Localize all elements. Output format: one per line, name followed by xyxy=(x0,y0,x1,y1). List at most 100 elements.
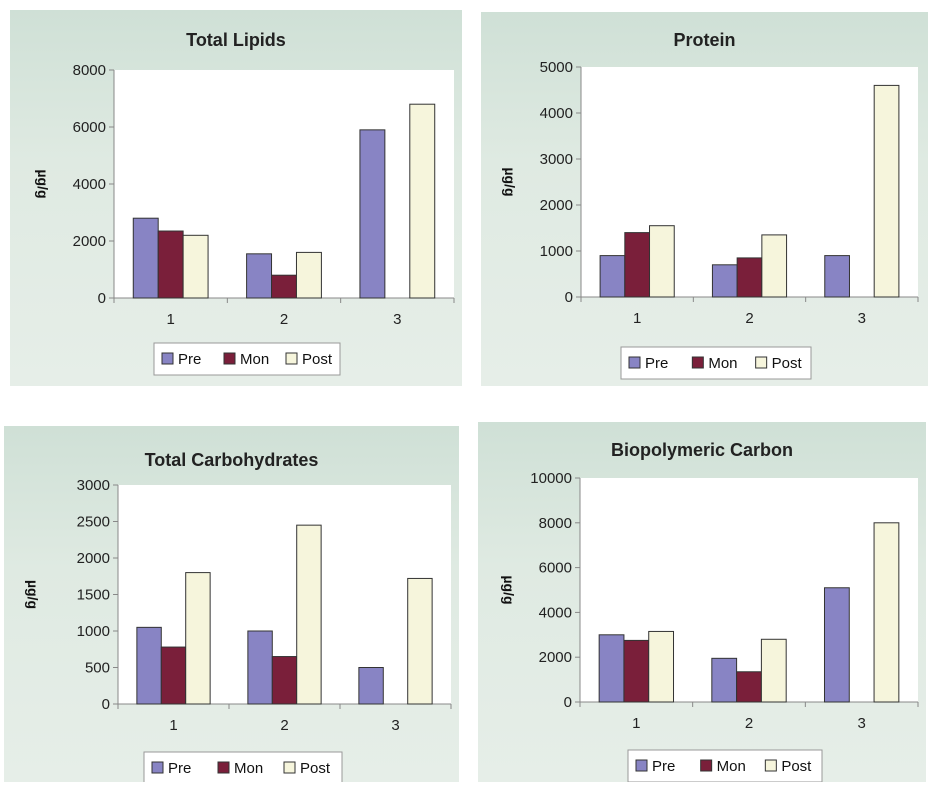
y-tick-label: 0 xyxy=(98,290,106,307)
legend-swatch-post xyxy=(283,761,296,774)
y-tick-label: 0 xyxy=(102,696,110,713)
bar-pre-2 xyxy=(246,253,273,299)
bar-pre-3 xyxy=(359,129,386,299)
y-tick-label: 4000 xyxy=(73,176,106,193)
legend-swatch-pre xyxy=(161,352,174,365)
y-tick-label: 2500 xyxy=(77,514,110,531)
chart-title: Total Carbohydrates xyxy=(145,450,319,470)
bar-pre-1 xyxy=(136,626,162,705)
chart-title: Protein xyxy=(673,30,735,50)
bar-pre-1 xyxy=(599,255,626,298)
bar-mon-1 xyxy=(160,646,187,705)
x-tick-label: 1 xyxy=(169,717,177,734)
legend-swatch-mon xyxy=(223,352,236,365)
legend-label-mon: Mon xyxy=(708,355,737,372)
y-tick-label: 1000 xyxy=(77,623,110,640)
x-tick-label: 3 xyxy=(857,715,865,732)
legend-label-mon: Mon xyxy=(240,351,269,368)
bar-pre-3 xyxy=(358,667,384,705)
bar-mon-1 xyxy=(624,232,651,298)
y-tick-label: 8000 xyxy=(73,62,106,79)
y-tick-label: 8000 xyxy=(539,515,572,532)
legend-swatch-pre xyxy=(628,356,641,369)
bar-post-3 xyxy=(409,103,436,299)
legend-label-post: Post xyxy=(781,758,812,775)
chart-total-carbohydrates: Total Carbohydrates 0 500 1000 1500 2000 2500 3… xyxy=(25,450,452,782)
y-tick-label: 1500 xyxy=(77,587,110,604)
legend-label-post: Post xyxy=(300,760,331,777)
y-tick-label: 2000 xyxy=(540,197,573,214)
bar-mon-2 xyxy=(736,671,762,703)
bar-mon-2 xyxy=(271,274,297,299)
x-tick-label: 3 xyxy=(391,717,399,734)
bar-post-1 xyxy=(648,630,675,703)
bar-post-3 xyxy=(873,522,900,703)
chart-panel-biopolymeric-carbon: Biopolymeric Carbon 0 2000 4000 6000 8000 1000… xyxy=(478,422,926,782)
legend-label-post: Post xyxy=(302,351,333,368)
legend-box xyxy=(620,346,812,380)
y-tick-label: 2000 xyxy=(77,550,110,567)
bar-post-1 xyxy=(182,234,209,299)
y-tick-label: 5000 xyxy=(540,59,573,76)
y-axis-label: µg/g xyxy=(25,580,41,609)
y-tick-label: 2000 xyxy=(539,649,572,666)
legend-label-mon: Mon xyxy=(717,758,746,775)
x-tick-label: 1 xyxy=(632,715,640,732)
y-axis-label: µg/g xyxy=(502,167,518,196)
chart-panel-total-lipids: Total Lipids 0 2000 4000 6000 8000 µg/g 1 2 3 Pre M… xyxy=(10,10,462,386)
legend-swatch-pre xyxy=(151,761,164,774)
bar-post-1 xyxy=(185,572,211,705)
legend-label-pre: Pre xyxy=(645,355,668,372)
y-tick-label: 6000 xyxy=(539,560,572,577)
y-tick-label: 500 xyxy=(85,660,110,677)
bar-pre-1 xyxy=(598,634,625,703)
chart-protein: Protein 0 1000 2000 3000 4000 5000 µg/g 1 2 3 Pre Mo… xyxy=(502,30,919,380)
x-tick-label: 2 xyxy=(745,715,753,732)
y-tick-label: 3000 xyxy=(540,151,573,168)
chart-total-lipids: Total Lipids 0 2000 4000 6000 8000 µg/g 1 2 3 Pre M… xyxy=(35,30,455,376)
bar-post-1 xyxy=(649,225,675,298)
bar-post-3 xyxy=(407,577,433,705)
legend-swatch-mon xyxy=(700,759,713,772)
legend-box xyxy=(143,751,343,782)
y-axis-label: µg/g xyxy=(501,575,517,604)
bar-mon-2 xyxy=(271,656,298,705)
chart-title: Biopolymeric Carbon xyxy=(611,440,793,460)
y-tick-label: 4000 xyxy=(540,105,573,122)
x-tick-label: 2 xyxy=(280,311,288,328)
bar-mon-2 xyxy=(736,257,763,298)
y-tick-label: 4000 xyxy=(539,604,572,621)
chart-title: Total Lipids xyxy=(186,30,286,50)
legend-swatch-post xyxy=(285,352,298,365)
y-tick-label: 0 xyxy=(564,694,572,711)
chart-biopolymeric-carbon: Biopolymeric Carbon 0 2000 4000 6000 8000 1000… xyxy=(501,440,919,782)
legend-swatch-pre xyxy=(635,759,648,772)
legend-label-pre: Pre xyxy=(178,351,201,368)
y-tick-label: 6000 xyxy=(73,119,106,136)
bar-pre-1 xyxy=(132,217,159,299)
bar-pre-2 xyxy=(247,630,273,705)
chart-panel-protein: Protein 0 1000 2000 3000 4000 5000 µg/g 1 2 3 Pre Mo… xyxy=(481,12,928,386)
chart-panel-total-carbohydrates: Total Carbohydrates 0 500 1000 1500 2000 2500 3… xyxy=(4,426,459,782)
y-tick-label: 10000 xyxy=(530,470,572,487)
legend-label-mon: Mon xyxy=(234,760,263,777)
bar-post-2 xyxy=(296,524,322,705)
legend-box xyxy=(627,749,823,782)
x-tick-label: 1 xyxy=(166,311,174,328)
bar-pre-3 xyxy=(824,255,850,298)
y-tick-label: 0 xyxy=(565,289,573,306)
legend-swatch-mon xyxy=(217,761,230,774)
legend-box xyxy=(153,342,341,376)
bar-post-2 xyxy=(760,638,787,703)
bar-post-2 xyxy=(295,251,322,299)
y-tick-label: 2000 xyxy=(73,233,106,250)
y-tick-label: 1000 xyxy=(540,243,573,260)
y-tick-label: 3000 xyxy=(77,477,110,494)
bar-mon-1 xyxy=(623,639,650,703)
legend-label-pre: Pre xyxy=(168,760,191,777)
bar-post-2 xyxy=(761,234,788,298)
legend-swatch-post xyxy=(755,356,768,369)
bar-mon-1 xyxy=(157,230,184,299)
bar-pre-3 xyxy=(823,587,850,703)
bar-pre-2 xyxy=(711,264,738,298)
